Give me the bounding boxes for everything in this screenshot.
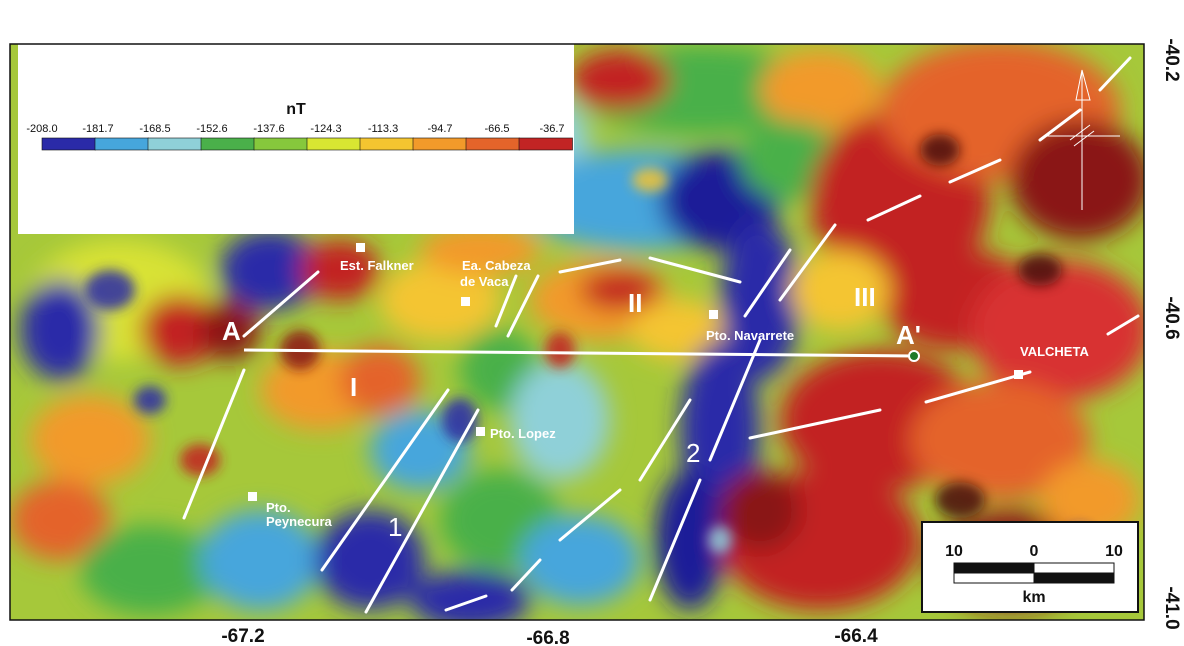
place-label-cabeza-2: de Vaca bbox=[460, 274, 509, 289]
lineament-label-1: 1 bbox=[388, 512, 402, 542]
legend-tick: -208.0 bbox=[26, 123, 57, 135]
scale-label-mid: 0 bbox=[1030, 543, 1039, 560]
fault-line bbox=[748, 370, 1032, 440]
x-tick-label: -66.4 bbox=[834, 626, 878, 646]
fault-line bbox=[648, 223, 837, 602]
legend-color-swatch bbox=[518, 137, 573, 151]
legend-tick: -152.6 bbox=[196, 123, 227, 135]
marker-peynecura bbox=[248, 492, 257, 501]
profile-line: A A' bbox=[222, 316, 921, 362]
lineament-label-2: 2 bbox=[686, 438, 700, 468]
legend-color-swatch bbox=[200, 137, 255, 151]
marker-valcheta bbox=[1014, 370, 1023, 379]
profile-start-label: A bbox=[222, 316, 241, 346]
place-label-cabeza: Ea. Cabeza bbox=[462, 258, 531, 273]
legend-tick-labels: -208.0 -181.7 -168.5 -152.6 -137.6 -124.… bbox=[26, 123, 564, 135]
legend-color-swatch bbox=[253, 137, 308, 151]
legend-tick: -124.3 bbox=[310, 123, 341, 135]
fault-line bbox=[444, 398, 692, 612]
legend-color-swatch bbox=[147, 137, 202, 151]
legend-tick: -137.6 bbox=[253, 123, 284, 135]
place-labels: Est. Falkner Ea. Cabeza de Vaca Pto. Nav… bbox=[266, 258, 1089, 529]
fault-line bbox=[866, 56, 1132, 222]
fault-line bbox=[182, 368, 246, 520]
y-tick-label: -41.0 bbox=[1161, 586, 1182, 629]
zone-label-2: II bbox=[628, 288, 642, 318]
fault-lines bbox=[182, 56, 1140, 614]
fault-line bbox=[558, 258, 622, 274]
y-tick-label: -40.2 bbox=[1161, 38, 1182, 81]
fault-line bbox=[364, 408, 480, 614]
marker-navarrete bbox=[709, 310, 718, 319]
anomaly-raster bbox=[10, 44, 1144, 620]
legend-color-swatch bbox=[359, 137, 414, 151]
legend-title: nT bbox=[286, 101, 306, 118]
legend-tick: -181.7 bbox=[82, 123, 113, 135]
legend-tick: -113.3 bbox=[368, 123, 398, 135]
place-label-peynecura: Pto. bbox=[266, 500, 291, 515]
x-tick-label: -66.8 bbox=[526, 628, 569, 646]
legend-tick: -66.5 bbox=[484, 123, 509, 135]
profile-end-label: A' bbox=[896, 320, 921, 350]
scale-bar: 10 0 10 km bbox=[921, 521, 1139, 613]
scale-label-left: 10 bbox=[945, 543, 963, 560]
north-arrow-icon bbox=[1044, 69, 1120, 210]
scale-unit: km bbox=[1022, 589, 1045, 606]
marker-lopez bbox=[476, 427, 485, 436]
legend-tick: -36.7 bbox=[539, 123, 564, 135]
legend-color-swatch bbox=[306, 137, 361, 151]
fault-line bbox=[320, 388, 450, 572]
legend-color-swatch bbox=[412, 137, 467, 151]
zone-label-3: III bbox=[854, 282, 876, 312]
zone-labels: I II III 1 2 bbox=[350, 282, 876, 542]
fault-line bbox=[1106, 314, 1140, 336]
fault-line bbox=[242, 270, 320, 338]
legend-tick: -168.5 bbox=[139, 123, 170, 135]
fault-line bbox=[506, 274, 540, 338]
fault-line bbox=[648, 256, 742, 284]
place-label-peynecura-2: Peynecura bbox=[266, 514, 333, 529]
legend-color-swatch bbox=[94, 137, 149, 151]
legend-color-swatch bbox=[465, 137, 520, 151]
axis-labels: -67.2 -66.8 -66.4 -40.2 -40.6 -41.0 bbox=[221, 38, 1182, 646]
zone-label-1: I bbox=[350, 372, 357, 402]
place-label-valcheta: VALCHETA bbox=[1020, 344, 1089, 359]
y-tick-label: -40.6 bbox=[1161, 296, 1182, 339]
color-legend: nT -208.0 -181.7 -168.5 -152.6 -137.6 -1… bbox=[26, 101, 573, 151]
place-markers bbox=[248, 243, 1023, 501]
place-label-falkner: Est. Falkner bbox=[340, 258, 414, 273]
scale-label-right: 10 bbox=[1105, 543, 1123, 560]
map-frame bbox=[9, 43, 1145, 621]
fault-line bbox=[743, 248, 792, 318]
place-label-lopez: Pto. Lopez bbox=[490, 426, 556, 441]
legend-colorbar bbox=[41, 137, 573, 151]
place-label-navarrete: Pto. Navarrete bbox=[706, 328, 794, 343]
legend-color-swatch bbox=[41, 137, 96, 151]
marker-falkner bbox=[356, 243, 365, 252]
x-tick-label: -67.2 bbox=[221, 626, 264, 646]
legend-tick: -94.7 bbox=[427, 123, 452, 135]
fault-line bbox=[494, 274, 518, 328]
marker-cabeza-de-vaca bbox=[461, 297, 470, 306]
